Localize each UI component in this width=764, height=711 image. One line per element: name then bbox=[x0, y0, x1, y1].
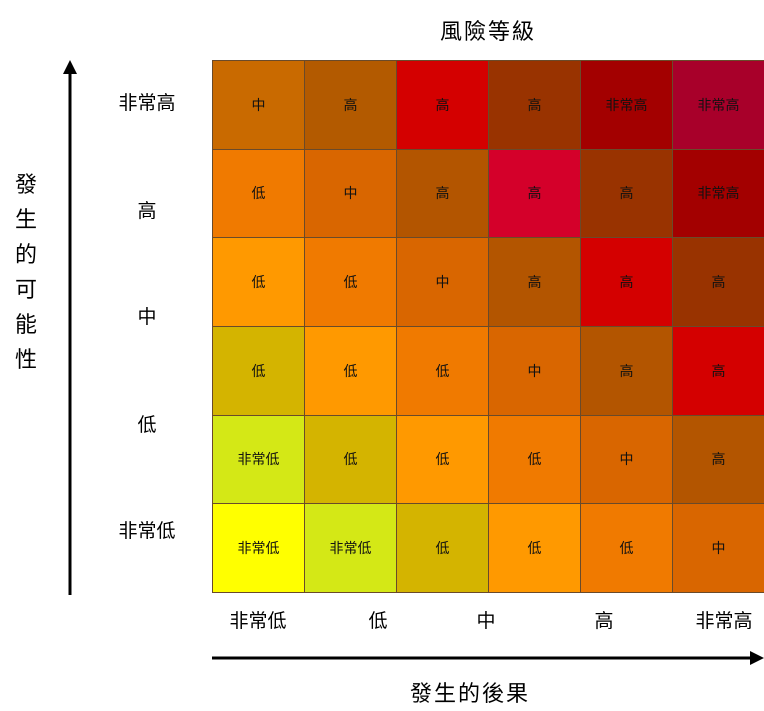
column-label: 非常低 bbox=[229, 610, 287, 632]
y-axis-title-char: 的 bbox=[14, 243, 37, 268]
y-axis-arrow bbox=[63, 60, 77, 595]
x-axis-title: 發生的後果 bbox=[409, 682, 530, 707]
column-label: 中 bbox=[476, 610, 496, 632]
y-axis-title-char: 可 bbox=[14, 278, 37, 303]
y-axis-title-char: 生 bbox=[14, 208, 37, 233]
risk-cell: 高 bbox=[672, 414, 764, 505]
risk-cell: 高 bbox=[396, 148, 489, 239]
risk-cell: 低 bbox=[212, 326, 305, 416]
row-label: 低 bbox=[137, 414, 157, 436]
risk-cell: 中 bbox=[304, 148, 397, 239]
risk-cell: 中 bbox=[396, 237, 489, 327]
risk-cell: 高 bbox=[672, 326, 764, 416]
risk-cell: 高 bbox=[488, 148, 581, 239]
column-label: 高 bbox=[594, 610, 614, 632]
column-label: 低 bbox=[368, 610, 388, 632]
risk-cell: 低 bbox=[396, 414, 489, 505]
risk-cell: 高 bbox=[488, 60, 581, 150]
risk-cell: 非常高 bbox=[672, 148, 764, 239]
risk-cell: 高 bbox=[580, 237, 673, 327]
risk-matrix-grid: 中高高高非常高 非常高低中高高高非常高低低中高高高低低低中高高非常低低低低中高非常… bbox=[212, 60, 764, 593]
risk-cell: 低 bbox=[212, 148, 305, 239]
risk-cell: 低 bbox=[212, 237, 305, 327]
diagram-title: 風險等級 bbox=[439, 20, 536, 45]
risk-cell: 高 bbox=[396, 60, 489, 150]
row-label: 非常高 bbox=[118, 92, 176, 114]
risk-cell: 非常低 bbox=[304, 503, 397, 593]
y-axis-title-char: 性 bbox=[14, 348, 37, 373]
x-axis-arrow bbox=[212, 651, 764, 665]
risk-cell: 低 bbox=[488, 503, 581, 593]
risk-cell: 低 bbox=[304, 414, 397, 505]
risk-cell: 中 bbox=[672, 503, 764, 593]
risk-cell: 非常低 bbox=[212, 503, 305, 593]
risk-cell: 高 bbox=[488, 237, 581, 327]
column-label: 非常高 bbox=[695, 610, 753, 632]
risk-cell: 高 bbox=[672, 237, 764, 327]
risk-cell: 低 bbox=[580, 503, 673, 593]
risk-cell: 低 bbox=[304, 237, 397, 327]
risk-cell: 高 bbox=[580, 148, 673, 239]
risk-cell: 低 bbox=[488, 414, 581, 505]
risk-cell: 高 bbox=[580, 326, 673, 416]
risk-cell: 中 bbox=[212, 60, 305, 150]
risk-cell: 低 bbox=[396, 503, 489, 593]
risk-cell: 非常高 bbox=[672, 60, 764, 150]
risk-cell: 非常低 bbox=[212, 414, 305, 505]
risk-cell: 中 bbox=[580, 414, 673, 505]
row-label: 非常低 bbox=[118, 520, 176, 542]
risk-cell: 高 bbox=[304, 60, 397, 150]
y-axis-title-char: 能 bbox=[14, 313, 37, 338]
row-label: 中 bbox=[137, 306, 157, 328]
row-label: 高 bbox=[137, 200, 157, 222]
risk-cell: 中 bbox=[488, 326, 581, 416]
risk-cell: 非常高 bbox=[580, 60, 673, 150]
risk-cell: 低 bbox=[304, 326, 397, 416]
risk-cell: 低 bbox=[396, 326, 489, 416]
y-axis-title: 發生的可能性 bbox=[10, 168, 42, 378]
y-axis-title-char: 發 bbox=[14, 173, 37, 198]
